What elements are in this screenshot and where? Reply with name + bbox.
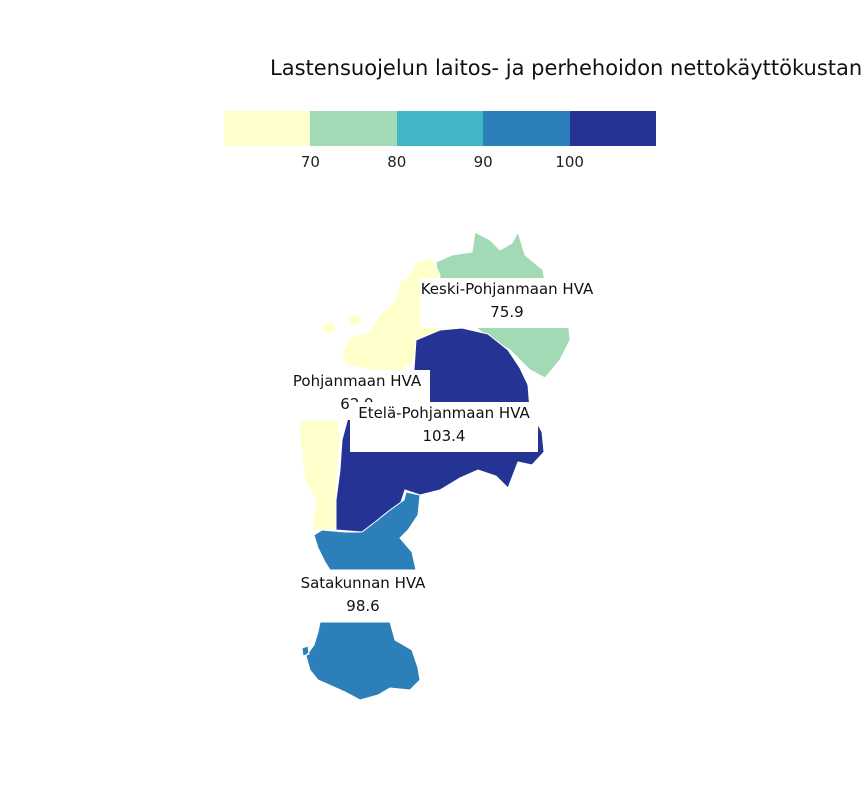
color-legend: 70 80 90 100	[224, 111, 656, 171]
label-etela-pohjanmaa-name: Etelä-Pohjanmaan HVA	[358, 404, 530, 422]
label-satakunta-name: Satakunnan HVA	[300, 574, 426, 592]
label-pohjanmaa-name: Pohjanmaan HVA	[292, 372, 422, 390]
pohjanmaa-islands	[300, 314, 398, 440]
label-etela-pohjanmaa: Etelä-Pohjanmaan HVA 103.4	[350, 402, 538, 452]
legend-ticks: 70 80 90 100	[224, 146, 656, 171]
label-keski-pohjanmaa-value: 75.9	[490, 303, 524, 321]
legend-swatches	[224, 111, 656, 146]
label-keski-pohjanmaa-name: Keski-Pohjanmaan HVA	[420, 280, 594, 298]
legend-swatch-2	[310, 111, 397, 146]
label-satakunta-value: 98.6	[346, 597, 380, 615]
legend-swatch-1	[224, 111, 311, 146]
legend-tick-90: 90	[473, 153, 493, 171]
legend-tick-80: 80	[387, 153, 407, 171]
label-etela-pohjanmaa-value: 103.4	[422, 427, 466, 445]
legend-swatch-5	[569, 111, 656, 146]
legend-tick-70: 70	[300, 153, 320, 171]
label-keski-pohjanmaa: Keski-Pohjanmaan HVA 75.9	[420, 278, 594, 328]
legend-swatch-3	[396, 111, 484, 146]
legend-swatch-4	[483, 111, 570, 146]
region-satakunta[interactable]	[301, 491, 421, 701]
legend-tick-100: 100	[555, 153, 584, 171]
label-satakunta: Satakunnan HVA 98.6	[292, 572, 434, 622]
map-title: Lastensuojelun laitos- ja perhehoidon ne…	[270, 56, 864, 80]
